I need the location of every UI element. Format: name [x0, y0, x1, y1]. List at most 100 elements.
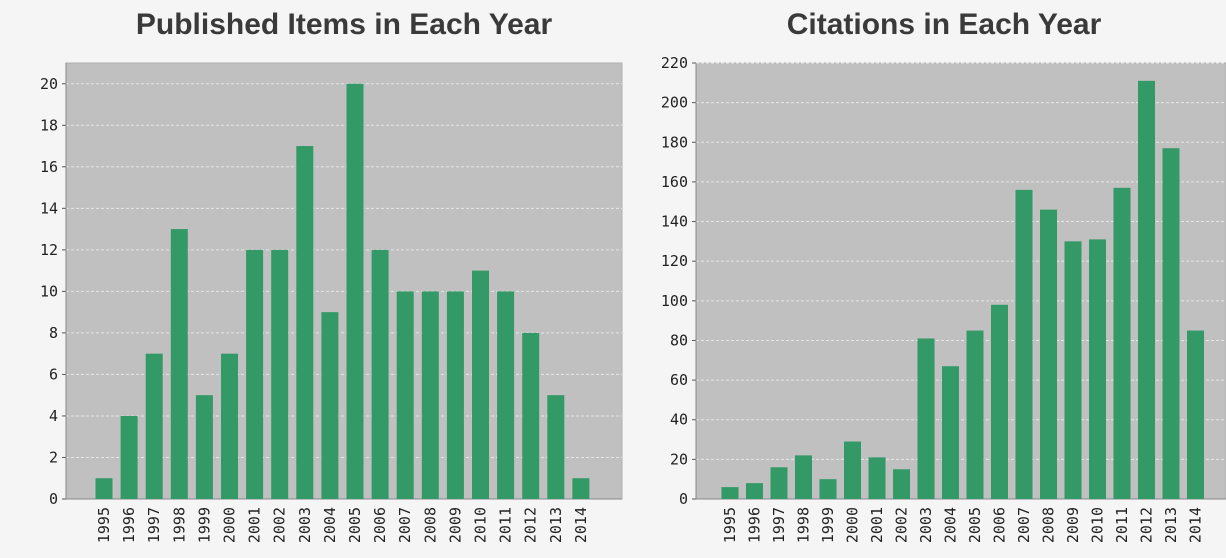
citations-bar-2007 — [1015, 189, 1033, 499]
published-bar-2009 — [446, 291, 464, 499]
published-bar-2008 — [421, 291, 439, 499]
citations-x-tick-label: 2010 — [1089, 507, 1107, 543]
published-y-tick-label: 12 — [40, 241, 58, 259]
citations-bar-2004 — [942, 366, 959, 499]
citations-bar-1996 — [746, 483, 763, 499]
citations-bar-2009 — [1064, 241, 1082, 499]
published-x-tick-label: 2009 — [446, 507, 464, 543]
citations-x-tick-label: 2014 — [1187, 507, 1205, 543]
citations-bar-2006 — [991, 304, 1008, 499]
published-x-tick-label: 2007 — [396, 507, 414, 543]
chart-title-published-items: Published Items in Each Year — [135, 8, 553, 41]
citations-x-tick-label: 2008 — [1040, 507, 1058, 543]
published-bar-2007 — [396, 291, 414, 499]
citations-bar-2008 — [1040, 209, 1057, 499]
published-x-tick-label: 2008 — [421, 507, 439, 543]
citations-x-tick-label: 2012 — [1138, 507, 1156, 543]
citations-bar-1998 — [795, 455, 812, 499]
citations-bar-2001 — [868, 457, 886, 499]
citations-x-tick-label: 2007 — [1015, 507, 1033, 543]
published-bar-2011 — [497, 291, 515, 499]
published-x-tick-label: 2006 — [371, 507, 389, 543]
published-bar-2013 — [547, 395, 565, 499]
citations-plot-area — [695, 62, 1226, 500]
citations-bar-2012 — [1138, 80, 1155, 499]
published-bar-2012 — [522, 332, 540, 499]
published-y-tick-label: 10 — [40, 282, 58, 300]
published-x-tick-label: 2014 — [572, 507, 590, 543]
published-bar-1995 — [95, 478, 113, 499]
citations-y-tick-label: 120 — [661, 252, 688, 270]
citations-bar-2003 — [917, 338, 935, 499]
citations-y-tick-label: 180 — [661, 133, 688, 151]
published-x-tick-label: 2010 — [472, 507, 490, 543]
published-y-tick-label: 18 — [40, 116, 58, 134]
published-items-plot: 0 2 4 6 8 10 12 14 16 18 20 1995 1996 1997 1998 1999 200… — [40, 62, 623, 543]
published-bar-1998 — [170, 229, 188, 499]
citations-bar-1995 — [721, 487, 739, 499]
published-y-tick-label: 0 — [49, 490, 58, 508]
published-y-tick-label: 14 — [40, 199, 58, 217]
published-y-tick-label: 16 — [40, 158, 58, 176]
published-items-chart: Published Items in Each Year 0 2 4 6 8 10 12 14… — [40, 8, 623, 543]
published-y-tick-label: 20 — [40, 75, 58, 93]
citations-bar-2013 — [1162, 148, 1180, 499]
published-x-tick-label: 1998 — [170, 507, 188, 543]
citations-bar-2005 — [966, 330, 984, 499]
citations-x-tick-label: 2009 — [1064, 507, 1082, 543]
citations-y-tick-label: 60 — [670, 371, 688, 389]
citations-x-tick-label: 2003 — [917, 507, 935, 543]
published-bar-2000 — [221, 353, 238, 499]
citations-x-tick-label: 1996 — [746, 507, 764, 543]
published-y-tick-label: 4 — [49, 407, 58, 425]
citations-y-tick-label: 220 — [661, 54, 688, 72]
citations-x-tick-label: 2002 — [893, 507, 911, 543]
published-x-tick-label: 1997 — [145, 507, 163, 543]
citations-x-tick-label: 2001 — [868, 507, 886, 543]
citations-bar-2011 — [1113, 187, 1131, 499]
citations-x-tick-label: 2000 — [844, 507, 862, 543]
published-x-tick-label: 2003 — [296, 507, 314, 543]
citations-bar-2002 — [893, 469, 910, 499]
published-x-tick-label: 2005 — [346, 507, 364, 543]
chart-title-citations: Citations in Each Year — [786, 8, 1102, 41]
citations-x-tick-label: 2005 — [966, 507, 984, 543]
citations-y-tick-label: 40 — [670, 411, 688, 429]
citations-x-tick-label: 2004 — [942, 507, 960, 543]
citations-x-tick-label: 1997 — [770, 507, 788, 543]
published-bar-1997 — [145, 353, 163, 499]
published-x-tick-label: 1996 — [120, 507, 138, 543]
published-x-tick-label: 2004 — [321, 507, 339, 543]
published-y-tick-label: 6 — [49, 365, 58, 383]
published-y-tick-label: 2 — [49, 448, 58, 466]
published-bar-2014 — [572, 478, 590, 499]
published-bar-2006 — [371, 249, 389, 499]
citations-x-tick-label: 1999 — [819, 507, 837, 543]
citations-y-tick-label: 160 — [661, 173, 688, 191]
published-y-tick-label: 8 — [49, 324, 58, 342]
published-x-tick-label: 2002 — [271, 507, 289, 543]
citations-plot: 0 20 40 60 80 100 120 140 160 180 200 220 1995 1996 19… — [661, 54, 1226, 543]
published-x-tick-label: 2012 — [522, 507, 540, 543]
published-x-tick-label: 2011 — [497, 507, 515, 543]
citations-x-tick-label: 1995 — [721, 507, 739, 543]
published-x-tick-label: 1995 — [95, 507, 113, 543]
citations-y-tick-label: 20 — [670, 450, 688, 468]
citations-chart: Citations in Each Year 0 20 40 60 80 100 120 14… — [630, 0, 1226, 558]
published-bar-2005 — [346, 83, 364, 499]
citations-bar-1997 — [770, 467, 788, 499]
citations-bar-1999 — [819, 479, 837, 499]
citations-x-tick-label: 2006 — [991, 507, 1009, 543]
citations-x-tick-label: 1998 — [795, 507, 813, 543]
citations-y-tick-label: 0 — [679, 490, 688, 508]
published-bar-2004 — [321, 312, 339, 499]
published-bar-1996 — [120, 415, 138, 499]
citations-bar-2014 — [1187, 330, 1204, 499]
citations-bar-2010 — [1089, 239, 1106, 499]
published-bar-1999 — [195, 395, 213, 499]
published-x-tick-label: 1999 — [195, 507, 213, 543]
published-bar-2002 — [271, 249, 289, 499]
citations-y-tick-label: 200 — [661, 94, 688, 112]
citations-y-tick-label: 100 — [661, 292, 688, 310]
citations-y-tick-label: 80 — [670, 331, 688, 349]
